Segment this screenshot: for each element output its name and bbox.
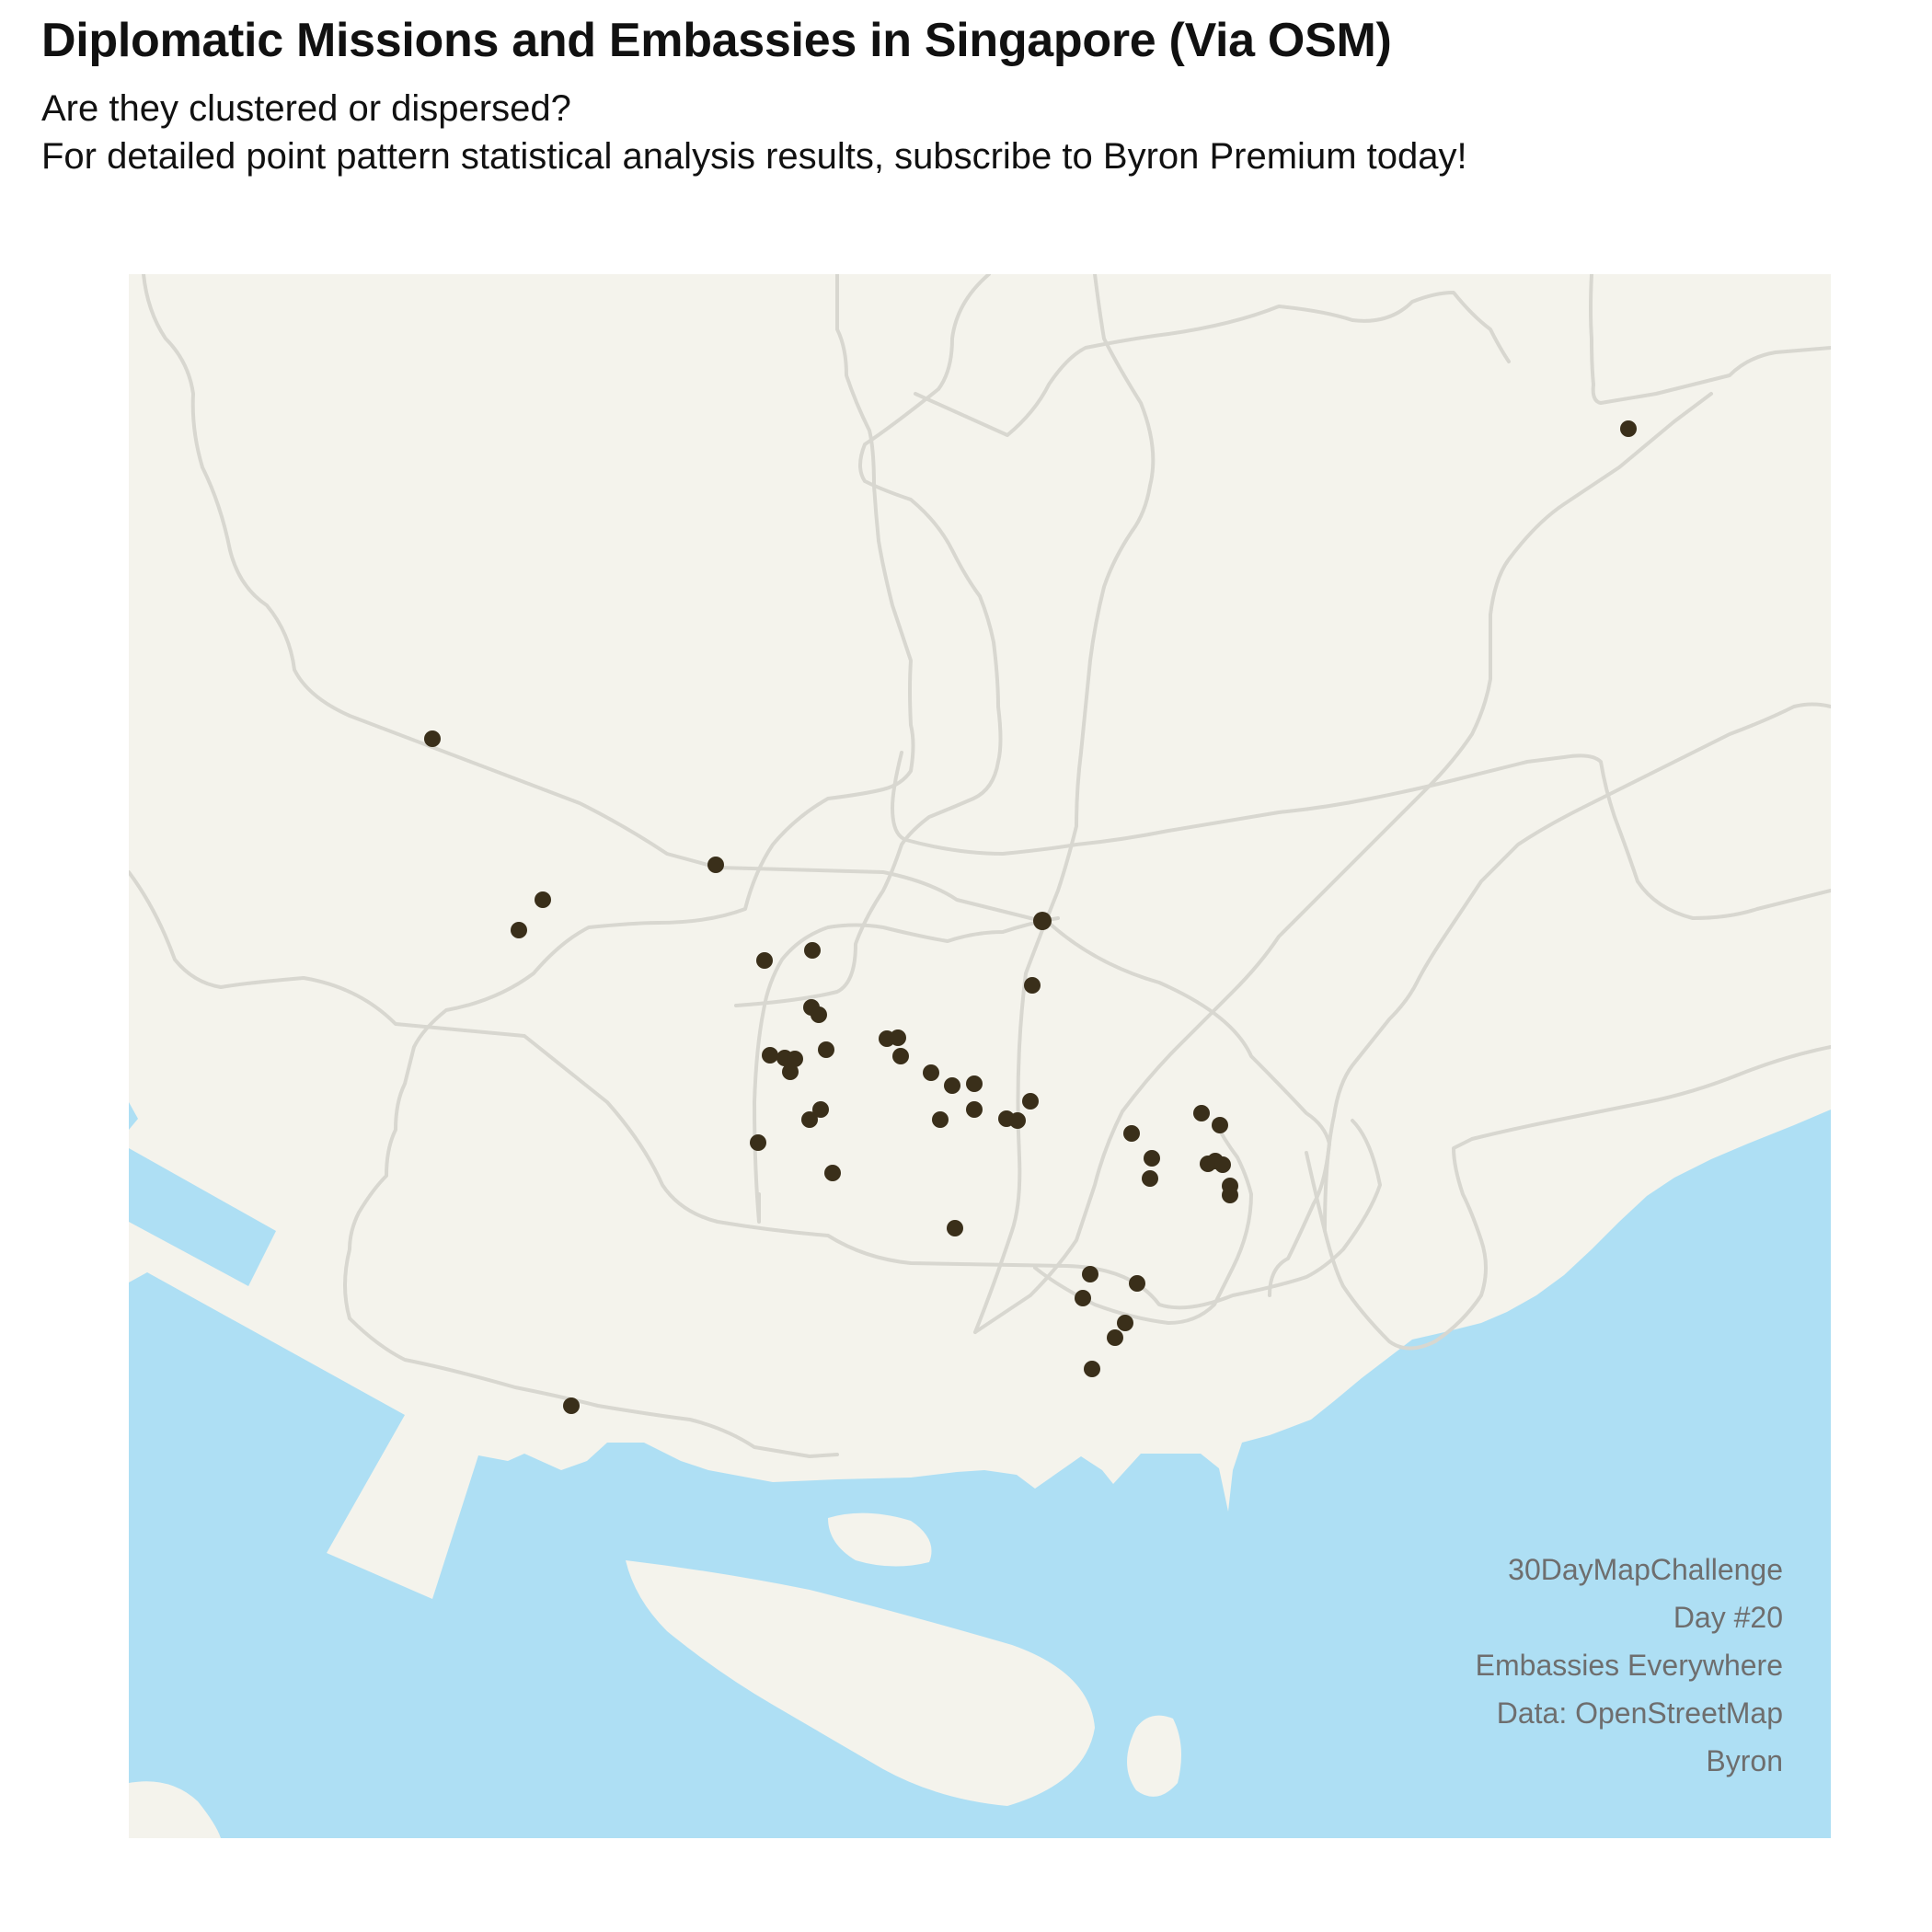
embassy-point [804,942,821,959]
embassy-point [932,1111,949,1128]
embassy-point [750,1134,766,1151]
line-thomson [891,751,1831,920]
islet-mid [828,1512,932,1567]
embassy-point [1214,1156,1231,1173]
embassy-point [1107,1329,1123,1346]
southern-island [626,1560,1095,1806]
embassy-point [1033,912,1052,930]
map-title: Diplomatic Missions and Embassies in Sin… [41,14,1392,67]
embassy-point [563,1397,580,1414]
embassy-point [1193,1105,1210,1121]
embassy-point [707,857,724,873]
line-upper-loop [914,291,1511,437]
embassy-point [923,1064,939,1081]
embassy-point [1075,1290,1091,1306]
map-panel [129,274,1831,1838]
embassy-point [801,1111,818,1128]
line-north-south [973,274,1156,1334]
subtitle-line-1: Are they clustered or dispersed? [41,88,571,129]
caption-challenge: 30DayMapChallenge [1508,1553,1783,1586]
embassy-point [1129,1275,1145,1292]
embassy-point [892,1048,909,1064]
line-west-mid [343,274,915,1320]
embassy-point [787,1051,803,1067]
line-circle-west [753,916,1060,1224]
embassy-point [1117,1315,1133,1331]
map-canvas [129,274,1831,1838]
line-central-north [734,274,1003,1007]
embassy-point [1222,1187,1238,1203]
embassy-point [511,922,527,938]
embassy-point [1084,1361,1100,1377]
embassy-point [535,891,551,908]
line-south-loop [1033,1119,1253,1325]
islet-east [1127,1715,1181,1797]
embassy-point [1144,1150,1160,1167]
embassy-point [1082,1266,1098,1282]
mainland-land [129,274,1831,1599]
corner-land [129,1781,221,1838]
embassy-point [1212,1117,1228,1133]
line-southwest [348,1317,839,1458]
embassy-point [890,1029,906,1046]
embassy-point [944,1077,960,1094]
line-eastern-long [1323,702,1831,1233]
caption-theme: Embassies Everywhere [1475,1649,1783,1682]
line-east-west [129,870,1382,1310]
embassy-point [1022,1093,1039,1110]
embassy-point [824,1165,841,1181]
embassy-point [782,1064,799,1080]
subtitle-line-2: For detailed point pattern statistical a… [41,136,1467,177]
embassy-point [818,1041,834,1058]
map-caption: 30DayMapChallenge Day #20 Embassies Ever… [1334,1546,1783,1785]
embassy-point [756,952,773,969]
transit-lines [129,274,1831,1458]
embassy-point [424,730,441,747]
line-west-north [142,274,1331,1297]
line-east-coast [1305,1045,1831,1351]
caption-author: Byron [1706,1744,1783,1777]
line-downtown-east [973,392,1713,1334]
embassy-point [762,1047,778,1064]
caption-day: Day #20 [1673,1601,1783,1634]
embassy-point [811,1006,827,1023]
embassy-point [812,1101,829,1118]
embassy-point [1142,1170,1158,1187]
embassy-point [966,1101,983,1118]
embassy-point [1123,1125,1140,1142]
caption-data-source: Data: OpenStreetMap [1496,1696,1783,1730]
embassy-point [1024,977,1041,994]
embassy-point [1009,1112,1026,1129]
embassy-point [1620,420,1637,437]
embassy-point [947,1220,963,1236]
embassy-points [424,420,1637,1414]
embassy-point [966,1075,983,1092]
line-northeast-arc [1589,274,1831,405]
map-subtitle: Are they clustered or dispersed? For det… [41,85,1467,180]
